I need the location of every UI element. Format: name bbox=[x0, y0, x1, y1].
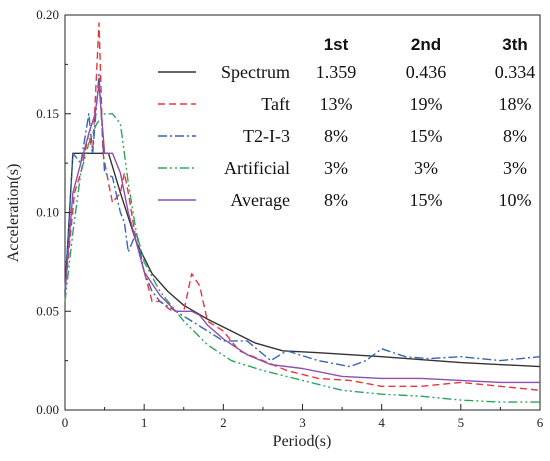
x-tick-label: 4 bbox=[378, 415, 385, 430]
table-cell-value: 8% bbox=[324, 190, 348, 210]
legend-series-name: Artificial bbox=[224, 158, 290, 178]
x-axis-label: Period(s) bbox=[273, 433, 332, 450]
x-axis-ticks: 0 1 2 3 4 5 6 bbox=[62, 404, 544, 430]
y-tick-label: 0.20 bbox=[36, 7, 59, 22]
x-tick-label: 5 bbox=[458, 415, 465, 430]
table-cell-value: 8% bbox=[324, 126, 348, 146]
table-cell-value: 8% bbox=[503, 126, 527, 146]
series-line-spectrum bbox=[64, 152, 541, 368]
series-line-average bbox=[64, 83, 540, 384]
y-axis-ticks: 0.00 0.05 0.10 0.15 0.20 bbox=[36, 7, 71, 417]
table-cell-value: 3% bbox=[414, 158, 438, 178]
y-axis-label: Acceleration(s) bbox=[5, 164, 22, 263]
table-cell-value: 1.359 bbox=[316, 62, 357, 82]
table-cell-value: 0.334 bbox=[495, 62, 536, 82]
table-cell-value: 18% bbox=[499, 94, 532, 114]
table-cell-value: 10% bbox=[499, 190, 532, 210]
table-cell-value: 3% bbox=[503, 158, 527, 178]
x-tick-label: 3 bbox=[299, 415, 306, 430]
series-line-artificial bbox=[64, 113, 540, 403]
legend-series-name: T2-I-3 bbox=[243, 126, 290, 146]
x-tick-label: 6 bbox=[537, 415, 544, 430]
legend-series-name: Taft bbox=[261, 94, 290, 114]
table-cell-value: 0.436 bbox=[406, 62, 447, 82]
y-tick-label: 0.10 bbox=[36, 205, 59, 220]
table-column-header: 2nd bbox=[411, 35, 441, 54]
x-tick-label: 1 bbox=[141, 415, 148, 430]
plot-frame bbox=[64, 14, 541, 411]
table-column-header: 1st bbox=[324, 35, 349, 54]
legend-series-name: Average bbox=[230, 190, 290, 210]
y-tick-label: 0.15 bbox=[36, 106, 59, 121]
table-column-header: 3th bbox=[502, 35, 528, 54]
table-cell-value: 19% bbox=[410, 94, 443, 114]
x-tick-label: 0 bbox=[62, 415, 69, 430]
table-cell-value: 15% bbox=[410, 126, 443, 146]
series-line-taft bbox=[64, 22, 541, 391]
table-cell-value: 15% bbox=[410, 190, 443, 210]
series-lines bbox=[64, 22, 541, 403]
table-cell-value: 13% bbox=[320, 94, 353, 114]
table-cell-value: 3% bbox=[324, 158, 348, 178]
x-tick-label: 2 bbox=[220, 415, 227, 430]
legend-table: 1st 2nd 3th Spectrum 1.359 0.436 0.334 Taft 13% 1… bbox=[158, 35, 535, 210]
series-line-t2-i-3 bbox=[64, 73, 541, 368]
y-tick-label: 0.05 bbox=[36, 303, 59, 318]
legend-series-name: Spectrum bbox=[221, 62, 290, 82]
y-tick-label: 0.00 bbox=[36, 402, 59, 417]
